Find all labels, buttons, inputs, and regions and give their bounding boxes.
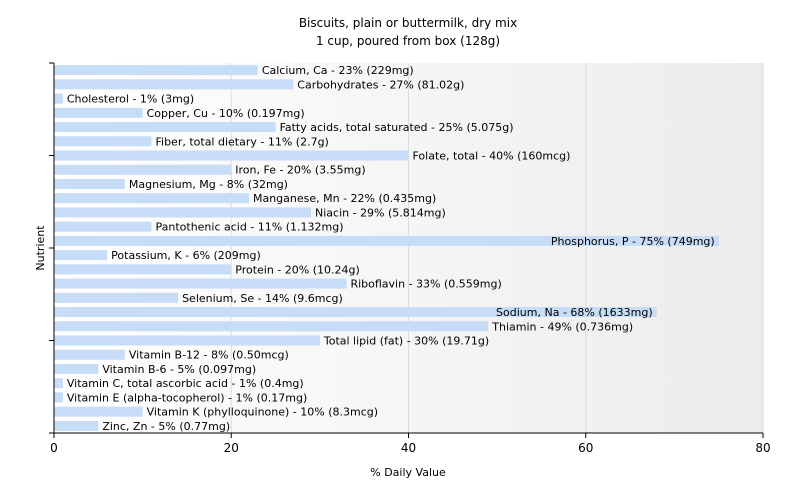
bar bbox=[54, 264, 232, 275]
bar-label: Sodium, Na - 68% (1633mg) bbox=[496, 306, 653, 319]
x-tick-label: 60 bbox=[578, 441, 593, 455]
bar bbox=[54, 193, 249, 204]
bar bbox=[54, 164, 232, 175]
bar bbox=[54, 235, 719, 246]
bar-label: Manganese, Mn - 22% (0.435mg) bbox=[253, 192, 436, 205]
bar-label: Pantothenic acid - 11% (1.132mg) bbox=[155, 221, 343, 234]
bar-label: Vitamin C, total ascorbic acid - 1% (0.4… bbox=[67, 377, 304, 390]
bar-label: Riboflavin - 33% (0.559mg) bbox=[350, 278, 501, 291]
x-tick-label: 80 bbox=[755, 441, 770, 455]
bar-label: Vitamin E (alpha-tocopherol) - 1% (0.17m… bbox=[67, 391, 307, 404]
bar bbox=[54, 178, 125, 189]
bar-label: Niacin - 29% (5.814mg) bbox=[315, 206, 446, 219]
bar-label: Zinc, Zn - 5% (0.77mg) bbox=[102, 420, 230, 433]
bar bbox=[54, 136, 152, 147]
bar bbox=[54, 278, 347, 289]
bar-label: Iron, Fe - 20% (3.55mg) bbox=[235, 164, 365, 177]
bar bbox=[54, 93, 63, 104]
bar bbox=[54, 378, 63, 389]
bar-label: Copper, Cu - 10% (0.197mg) bbox=[147, 107, 305, 120]
bar-label: Cholesterol - 1% (3mg) bbox=[67, 93, 194, 106]
bar-label: Fiber, total dietary - 11% (2.7g) bbox=[155, 135, 328, 148]
bar bbox=[54, 207, 312, 218]
bar bbox=[54, 65, 258, 76]
x-axis-label: % Daily Value bbox=[370, 466, 446, 479]
x-tick-label: 20 bbox=[224, 441, 239, 455]
bar bbox=[54, 335, 320, 346]
bar bbox=[54, 307, 657, 318]
bar-label: Protein - 20% (10.24g) bbox=[235, 263, 360, 276]
x-tick-label: 40 bbox=[401, 441, 416, 455]
y-axis-label: Nutrient bbox=[34, 225, 47, 271]
chart-title: Biscuits, plain or buttermilk, dry mix bbox=[299, 16, 517, 30]
bar bbox=[54, 349, 125, 360]
bar-label: Vitamin B-6 - 5% (0.097mg) bbox=[102, 363, 256, 376]
bar bbox=[54, 122, 276, 133]
bar-label: Total lipid (fat) - 30% (19.71g) bbox=[323, 335, 489, 348]
bar-label: Vitamin B-12 - 8% (0.50mcg) bbox=[129, 349, 289, 362]
bar-label: Magnesium, Mg - 8% (32mg) bbox=[129, 178, 288, 191]
chart-subtitle: 1 cup, poured from box (128g) bbox=[316, 34, 500, 48]
bar-label: Phosphorus, P - 75% (749mg) bbox=[551, 235, 715, 248]
bar bbox=[54, 150, 409, 161]
x-tick-label: 0 bbox=[50, 441, 58, 455]
bar-label: Folate, total - 40% (160mcg) bbox=[413, 150, 571, 163]
bar-label: Fatty acids, total saturated - 25% (5.07… bbox=[280, 121, 514, 134]
bar bbox=[54, 406, 143, 417]
bar bbox=[54, 250, 108, 261]
bar bbox=[54, 392, 63, 403]
bar bbox=[54, 107, 143, 118]
bar bbox=[54, 420, 99, 431]
bar bbox=[54, 221, 152, 232]
bar-label: Carbohydrates - 27% (81.02g) bbox=[297, 78, 464, 91]
bar bbox=[54, 363, 99, 374]
bar-label: Thiamin - 49% (0.736mg) bbox=[491, 320, 633, 333]
bar bbox=[54, 79, 294, 90]
bar-label: Vitamin K (phylloquinone) - 10% (8.3mcg) bbox=[147, 406, 378, 419]
bar bbox=[54, 292, 179, 303]
bar-label: Calcium, Ca - 23% (229mg) bbox=[262, 64, 414, 77]
bar bbox=[54, 321, 489, 332]
bar-label: Selenium, Se - 14% (9.6mcg) bbox=[182, 292, 343, 305]
bar-label: Potassium, K - 6% (209mg) bbox=[111, 249, 261, 262]
